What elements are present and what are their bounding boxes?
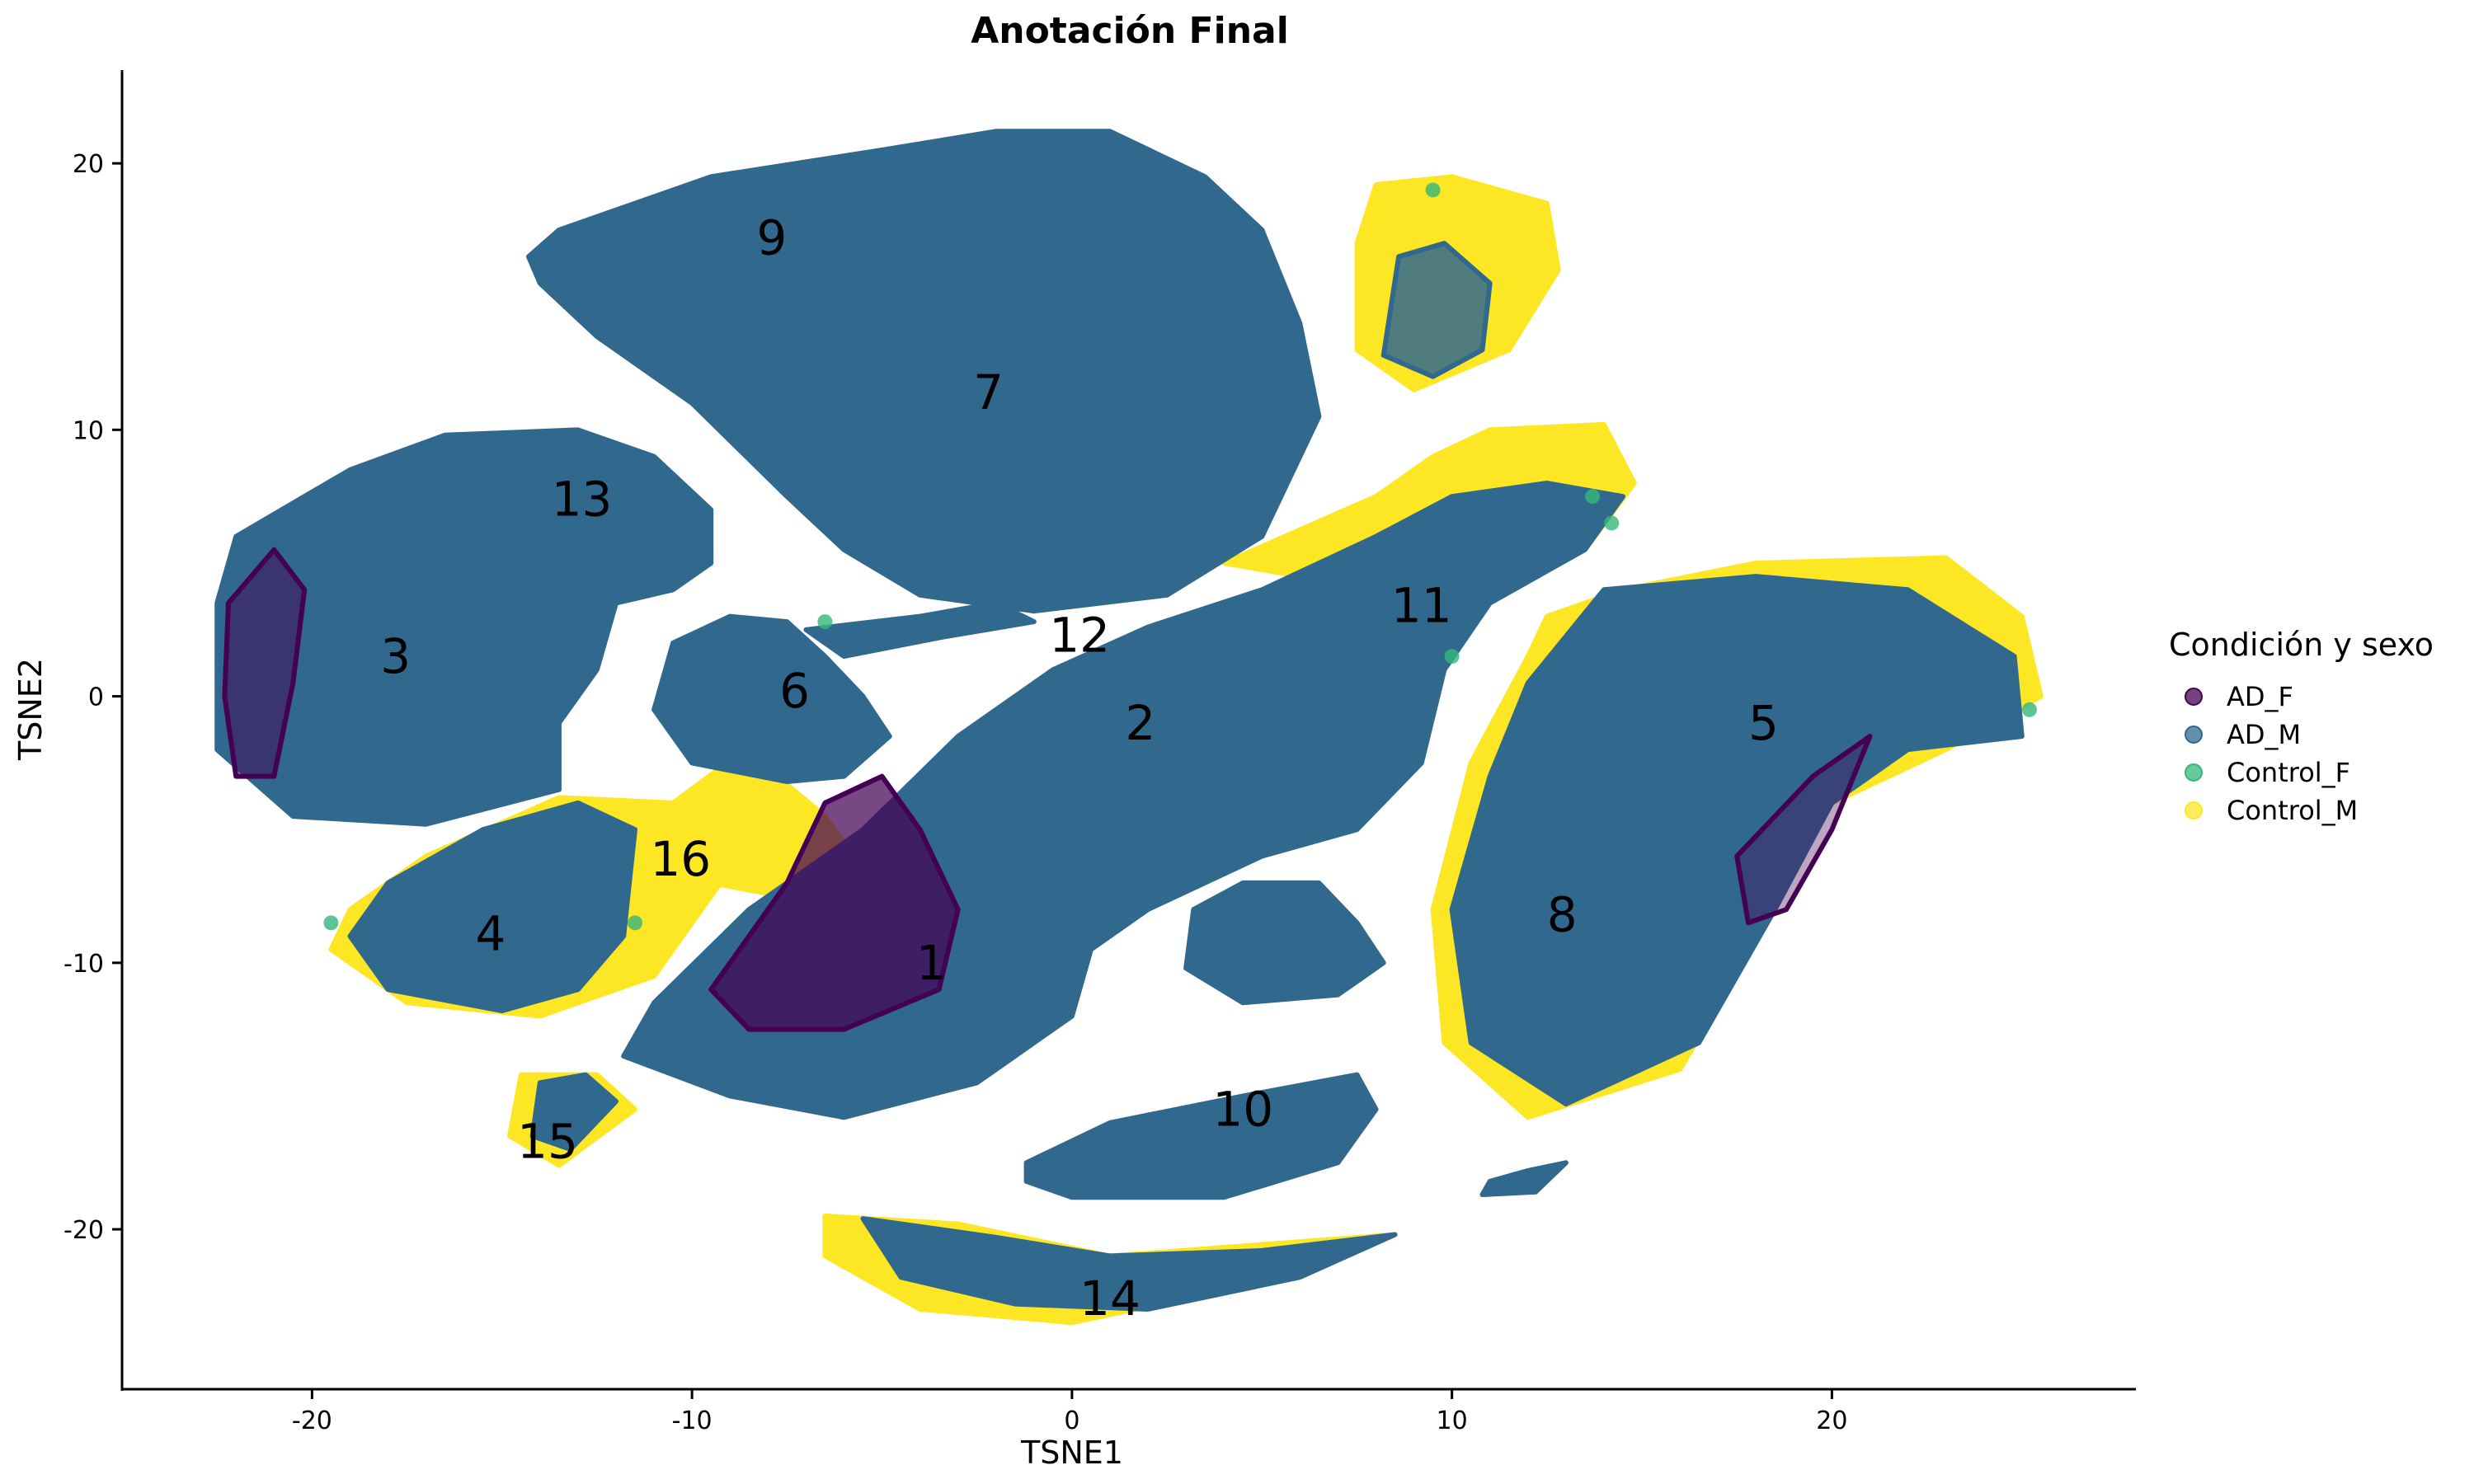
cluster-label: 7 bbox=[973, 364, 1004, 420]
cluster-label: 6 bbox=[779, 663, 810, 719]
cloud-island bbox=[860, 1216, 1398, 1312]
legend: Condición y sexo AD_F AD_M Control_F Contro… bbox=[2169, 627, 2434, 826]
x-tick-label: 0 bbox=[1064, 1407, 1079, 1435]
cloud-speck bbox=[1425, 182, 1441, 198]
legend-entry-label: AD_F bbox=[2227, 681, 2293, 712]
legend-swatch bbox=[2185, 688, 2203, 706]
x-tick-label: 20 bbox=[1816, 1407, 1847, 1435]
cloud-island bbox=[803, 600, 1037, 660]
x-tick-label: 10 bbox=[1437, 1407, 1468, 1435]
cloud-island bbox=[214, 427, 714, 827]
cloud-island bbox=[529, 1072, 618, 1153]
cloud-dense bbox=[1734, 734, 1873, 926]
y-tick-label: 0 bbox=[88, 683, 104, 712]
cloud-speck bbox=[2021, 702, 2037, 717]
cluster-label: 10 bbox=[1212, 1082, 1273, 1138]
cloud-dense bbox=[708, 773, 961, 1032]
point-clouds bbox=[214, 129, 2044, 1326]
x-axis-label: TSNE1 bbox=[1020, 1435, 1123, 1471]
cluster-label: 2 bbox=[1125, 695, 1155, 751]
cloud-speck bbox=[1604, 515, 1620, 531]
cloud-speck bbox=[1585, 489, 1601, 505]
legend-swatch bbox=[2185, 801, 2203, 819]
cluster-label: 5 bbox=[1748, 695, 1779, 751]
cloud-speck bbox=[628, 915, 643, 931]
cluster-label: 1 bbox=[916, 935, 947, 991]
y-tick-label: 20 bbox=[73, 150, 104, 179]
cluster-label: 16 bbox=[650, 831, 711, 887]
legend-swatch bbox=[2185, 726, 2203, 744]
y-tick-label: -10 bbox=[63, 950, 104, 979]
y-axis-label: TSNE2 bbox=[12, 658, 49, 761]
cluster-label: 13 bbox=[552, 471, 613, 527]
cluster-label: 4 bbox=[475, 905, 506, 961]
cloud-island bbox=[526, 129, 1322, 614]
cloud-island bbox=[1380, 241, 1493, 379]
x-tick-label: -20 bbox=[292, 1407, 332, 1435]
cloud-island bbox=[347, 800, 637, 1013]
cloud-dense bbox=[222, 547, 308, 779]
legend-swatch bbox=[2185, 763, 2203, 782]
cluster-label: 15 bbox=[517, 1113, 578, 1169]
cloud-island bbox=[1183, 880, 1386, 1006]
cloud-speck bbox=[817, 614, 833, 630]
cluster-label: 8 bbox=[1547, 887, 1578, 943]
cluster-label: 3 bbox=[380, 628, 411, 684]
y-ticks: -20 -10 0 10 20 bbox=[63, 150, 122, 1245]
y-tick-label: -20 bbox=[63, 1216, 104, 1245]
cloud-island bbox=[1023, 1072, 1379, 1200]
x-ticks: -20 -10 0 10 20 bbox=[292, 1389, 1847, 1435]
legend-entry-label: Control_F bbox=[2227, 757, 2350, 788]
cluster-label: 9 bbox=[756, 210, 787, 266]
cloud-speck bbox=[323, 915, 339, 931]
cloud-island bbox=[651, 613, 892, 784]
legend-entry-label: AD_M bbox=[2227, 719, 2301, 750]
y-tick-label: 10 bbox=[73, 416, 104, 445]
x-tick-label: -10 bbox=[672, 1407, 713, 1435]
cloud-speck bbox=[1444, 649, 1460, 665]
cloud-island bbox=[1479, 1160, 1569, 1197]
legend-title: Condición y sexo bbox=[2169, 627, 2434, 663]
legend-entry-label: Control_M bbox=[2227, 795, 2358, 826]
cluster-label: 14 bbox=[1079, 1270, 1141, 1327]
cloud-island bbox=[1449, 574, 2025, 1107]
cluster-label: 11 bbox=[1391, 578, 1452, 634]
axes bbox=[120, 70, 2136, 1391]
cluster-label: 12 bbox=[1049, 607, 1110, 663]
chart-title: Anotación Final bbox=[971, 10, 1289, 52]
